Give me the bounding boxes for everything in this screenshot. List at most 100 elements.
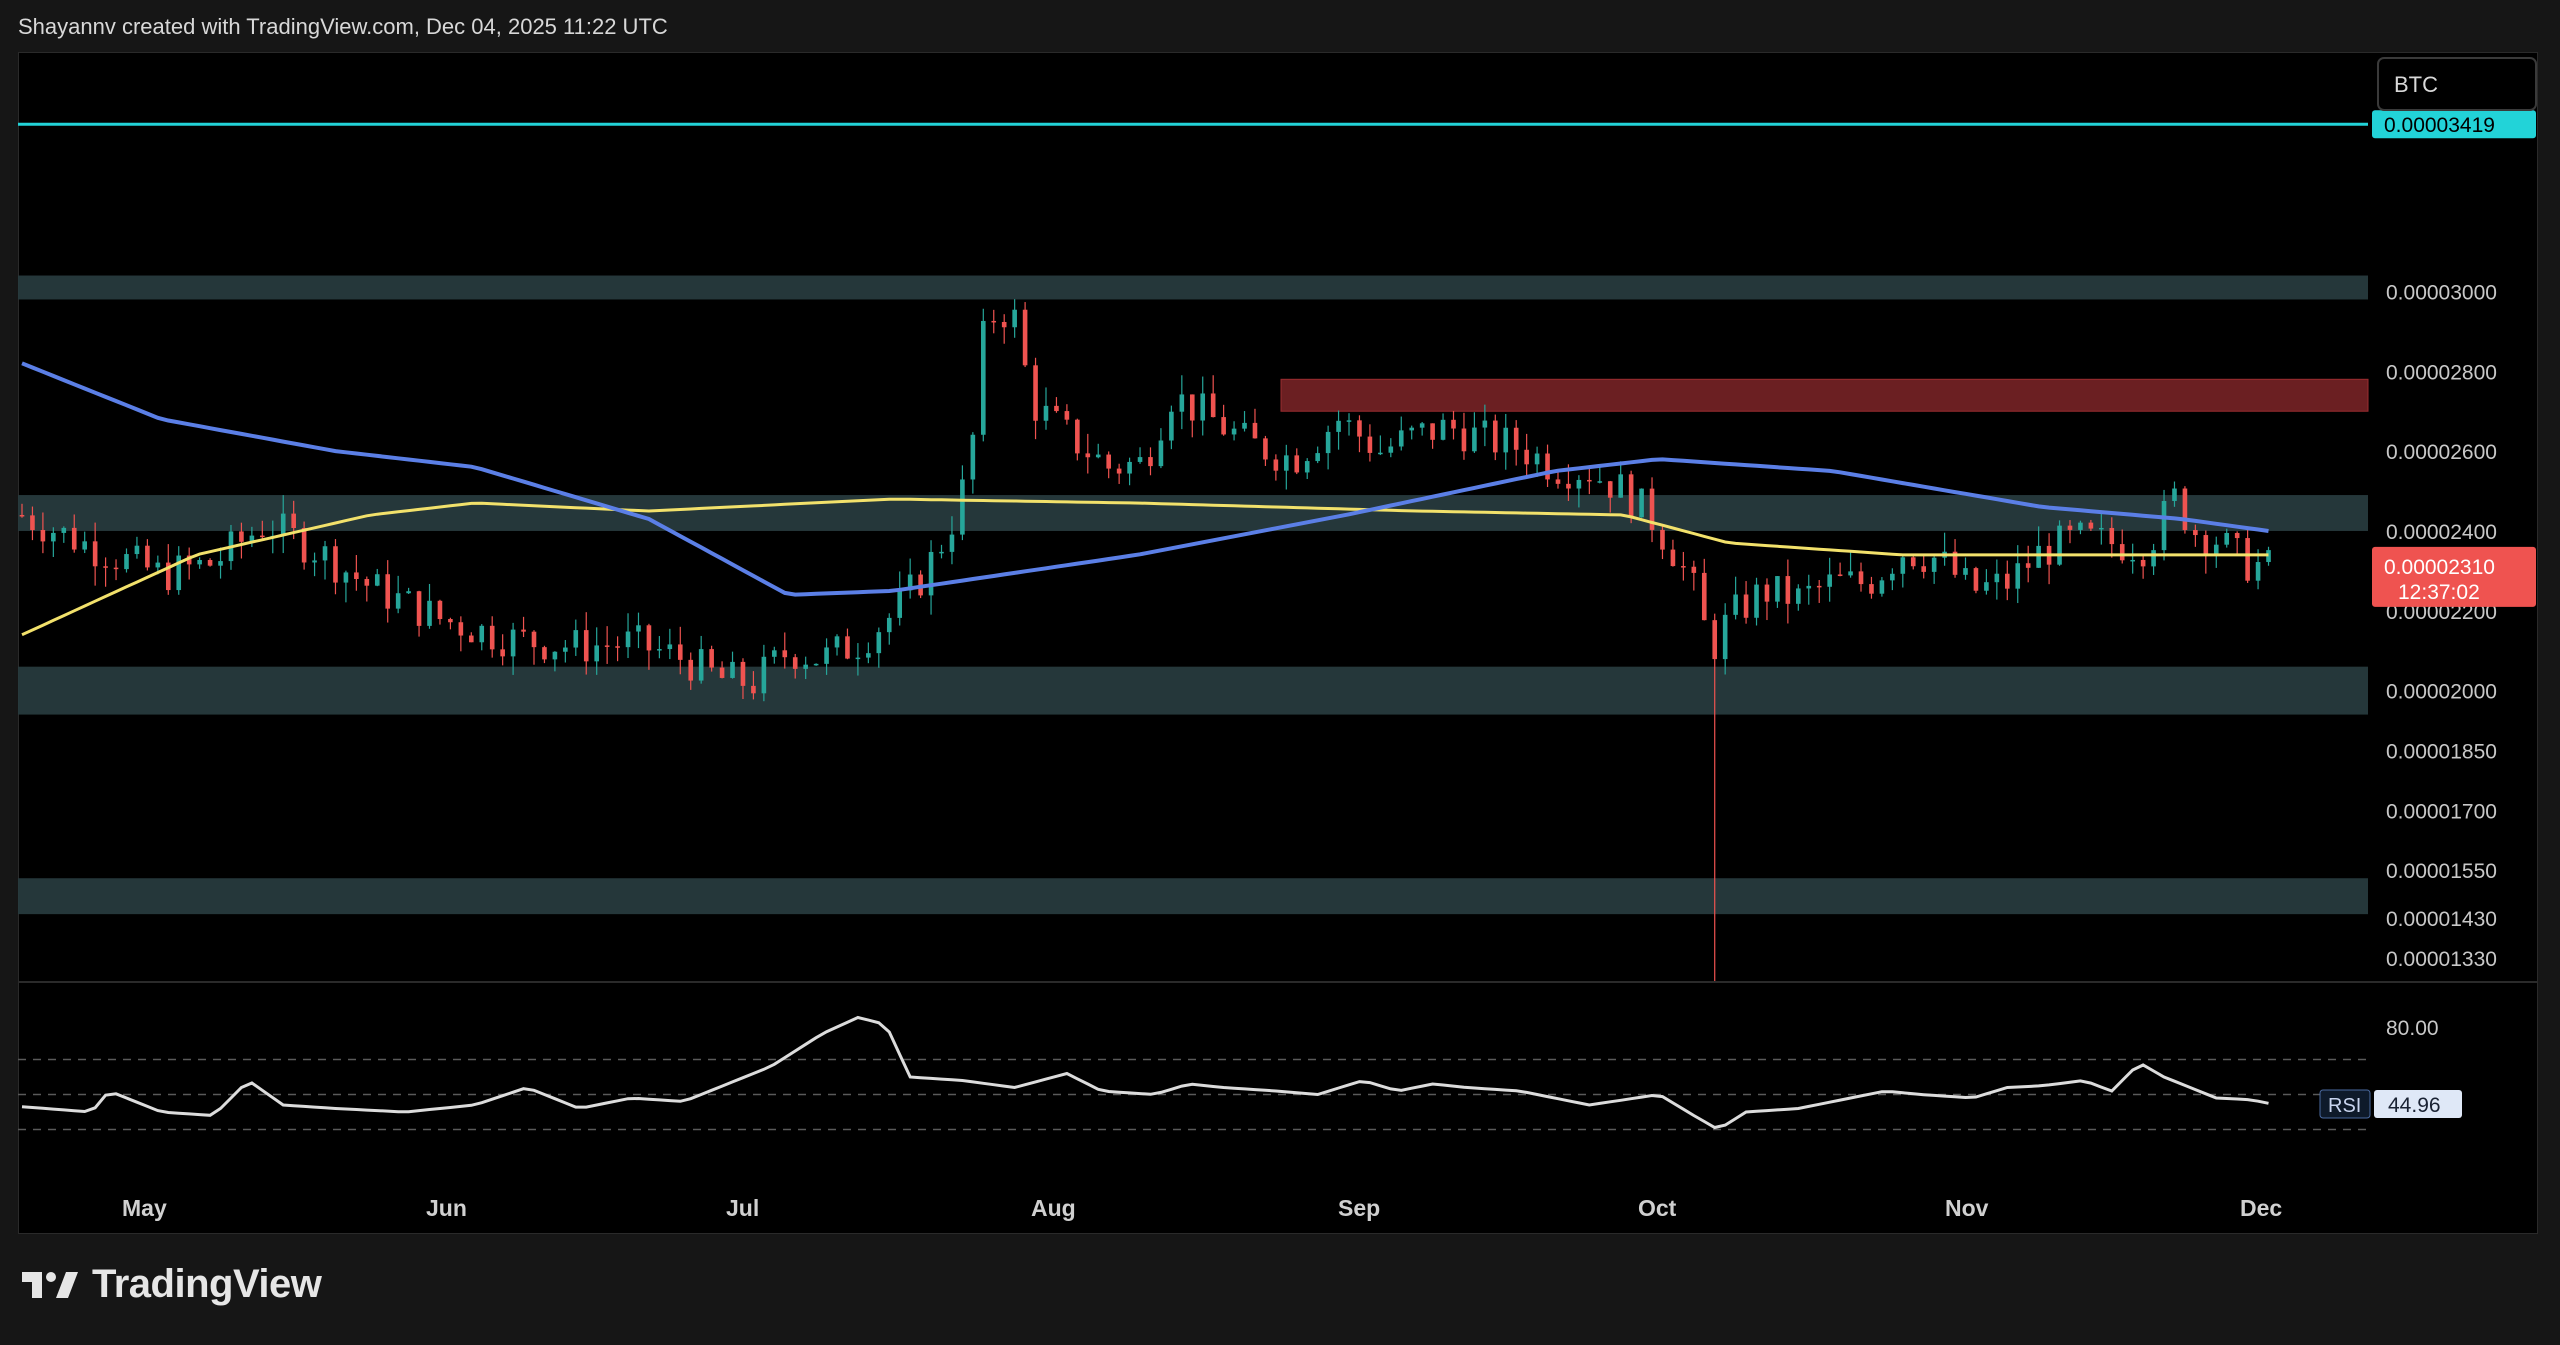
candle-body [1931, 557, 1937, 572]
candle-body [751, 685, 756, 694]
candle-body [1419, 423, 1425, 428]
candle-body [1879, 580, 1885, 594]
time-axis-label: Oct [1638, 1195, 1677, 1221]
candle-body [1200, 393, 1206, 421]
price-tick-label: 0.00001430 [2386, 908, 2497, 931]
candle-body [2203, 535, 2209, 555]
candle-body [521, 629, 526, 632]
candle-body [291, 513, 296, 529]
candle-body [1628, 474, 1634, 518]
brand-name: TradingView [92, 1262, 322, 1306]
support-resistance-zones [18, 275, 2368, 915]
candle-body [343, 572, 349, 583]
price-tick-label: 0.00002000 [2386, 681, 2497, 704]
candle-body [2015, 563, 2021, 589]
candle-body [2172, 488, 2177, 501]
candle-body [176, 555, 182, 591]
time-axis[interactable]: May Jun Jul Aug Sep Oct Nov Dec [122, 1195, 2282, 1221]
candle-body [1158, 440, 1164, 467]
candle-body [1576, 479, 1582, 489]
price-axis[interactable]: 0.00003000 0.00002800 0.00002600 0.00002400… [2372, 281, 2536, 971]
candle-body [2130, 559, 2135, 562]
tradingview-logo[interactable]: TradingView [20, 1262, 322, 1307]
candle-body [1242, 422, 1247, 429]
candle-body [1179, 394, 1185, 412]
candle-body [542, 647, 547, 660]
candle-body [2161, 500, 2167, 551]
resistance-price-label: 0.00003419 [2384, 114, 2495, 137]
sr-zone [18, 275, 2368, 300]
candle-body [2004, 573, 2010, 589]
candle-body [1294, 455, 1300, 473]
candle-body [82, 541, 87, 550]
supply-zone-rect [1280, 378, 2369, 412]
candle-body [1221, 417, 1226, 435]
rsi-name-label: RSI [2328, 1095, 2361, 1117]
candle-body [1681, 566, 1686, 568]
price-chart[interactable]: 0.00003419 0.00003000 0.00002800 0.0000260… [18, 52, 2538, 1234]
time-axis-label: Aug [1031, 1195, 1076, 1221]
time-axis-label: Jun [426, 1195, 467, 1221]
candle-body [155, 562, 161, 568]
candle-body [458, 622, 464, 636]
candle-body [1325, 431, 1331, 454]
candle-body [479, 625, 485, 643]
candle-body [1597, 481, 1603, 483]
candle-body [886, 617, 892, 633]
candle-body [1106, 454, 1111, 469]
sr-zone [18, 495, 2368, 531]
candle-body [1545, 453, 1550, 480]
candle-body [813, 663, 819, 666]
symbol-badge-label: BTC [2394, 72, 2438, 97]
candle-body [1796, 588, 1801, 604]
candle-body [552, 651, 558, 660]
candle-body [19, 515, 25, 517]
candle-body [970, 434, 976, 480]
candle-body [792, 657, 798, 669]
candle-body [2078, 522, 2083, 530]
candle-body [239, 531, 244, 542]
symbol-badge[interactable]: BTC [2377, 57, 2537, 111]
candle-body [761, 656, 767, 694]
candle-body [186, 555, 192, 565]
candle-body [197, 559, 202, 565]
candle-body [1827, 574, 1832, 587]
rsi-value-tag [2374, 1090, 2462, 1118]
rsi-line [21, 1015, 2269, 1130]
candle-body [1148, 457, 1153, 467]
candle-body [1210, 393, 1216, 418]
candle-body [719, 667, 725, 678]
candle-body [2119, 544, 2125, 561]
candle-body [2057, 525, 2062, 565]
candle-body [1336, 420, 1341, 432]
candle-body [803, 664, 808, 669]
candle-body [876, 632, 882, 654]
candle-body [1033, 365, 1038, 421]
candle-body [2224, 533, 2230, 545]
rsi-panel[interactable]: 80.00 RSI 44.96 [18, 981, 2538, 1131]
candle-body [1492, 420, 1498, 453]
candle-body [1587, 479, 1592, 482]
candle-body [1524, 449, 1529, 465]
candle-body [103, 566, 108, 568]
candle-body [1085, 453, 1091, 458]
candle-body [1733, 594, 1738, 615]
candle-body [2193, 530, 2198, 536]
current-price-tag[interactable] [2372, 546, 2536, 607]
candle-body [1440, 419, 1446, 440]
candle-body [907, 574, 913, 591]
candle-body [395, 593, 401, 609]
candle-body [981, 320, 986, 435]
candle-body [113, 567, 119, 570]
candle-body [991, 320, 997, 323]
candle-body [448, 619, 453, 623]
supply-zone [1280, 378, 2369, 412]
candle-body [2182, 488, 2188, 531]
rsi-upper-band-label: 80.00 [2386, 1017, 2439, 1040]
price-tick-label: 0.00002400 [2386, 521, 2497, 544]
candle-body [92, 541, 98, 567]
candle-body [40, 530, 46, 542]
rsi-name-tag [2319, 1089, 2371, 1119]
price-tick-label: 0.00002800 [2386, 361, 2497, 384]
candle-body [845, 636, 850, 659]
